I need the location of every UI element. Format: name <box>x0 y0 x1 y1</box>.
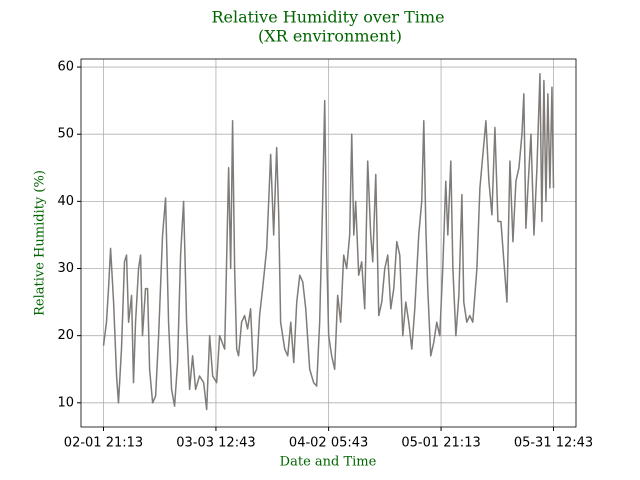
data-line <box>102 73 555 411</box>
y-tick-label: 10 <box>57 395 74 410</box>
x-tick-label: 03-03 12:43 <box>176 436 255 451</box>
x-tick-label: 05-31 12:43 <box>514 436 593 451</box>
y-tick-label: 20 <box>57 328 74 343</box>
x-tick-label: 05-01 21:13 <box>401 436 480 451</box>
x-axis-label: Date and Time <box>280 455 377 470</box>
x-tick-label: 04-02 05:43 <box>289 436 368 451</box>
chart-title: Relative Humidity over Time <box>211 8 444 27</box>
y-tick-label: 40 <box>57 194 74 209</box>
chart-subtitle: (XR environment) <box>258 27 402 46</box>
y-tick-label: 60 <box>57 60 74 75</box>
y-tick-label: 30 <box>57 261 74 276</box>
y-tick-label: 50 <box>57 127 74 142</box>
y-axis-label: Relative Humidity (%) <box>33 170 48 316</box>
x-tick-label: 02-01 21:13 <box>64 436 143 451</box>
plot-frame <box>80 58 577 428</box>
